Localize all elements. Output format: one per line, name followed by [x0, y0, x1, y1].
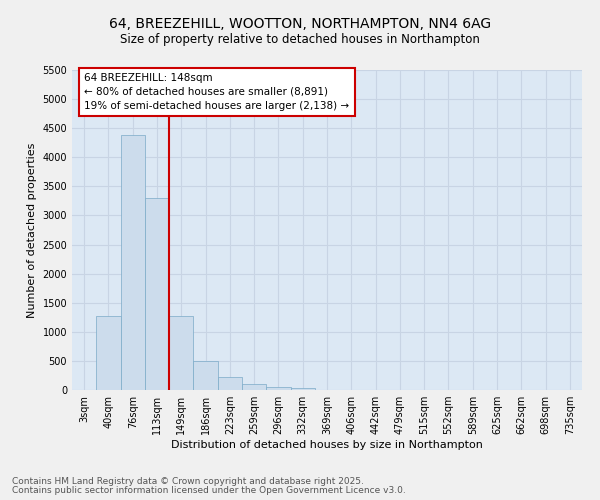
Bar — [96, 316, 121, 390]
Bar — [290, 388, 315, 390]
Text: 64, BREEZEHILL, WOOTTON, NORTHAMPTON, NN4 6AG: 64, BREEZEHILL, WOOTTON, NORTHAMPTON, NN… — [109, 18, 491, 32]
Bar — [266, 386, 290, 390]
Text: 64 BREEZEHILL: 148sqm
← 80% of detached houses are smaller (8,891)
19% of semi-d: 64 BREEZEHILL: 148sqm ← 80% of detached … — [85, 73, 350, 111]
Bar — [121, 135, 145, 390]
Bar — [169, 316, 193, 390]
Y-axis label: Number of detached properties: Number of detached properties — [27, 142, 37, 318]
X-axis label: Distribution of detached houses by size in Northampton: Distribution of detached houses by size … — [171, 440, 483, 450]
Bar — [242, 384, 266, 390]
Bar — [218, 376, 242, 390]
Bar — [145, 198, 169, 390]
Text: Size of property relative to detached houses in Northampton: Size of property relative to detached ho… — [120, 32, 480, 46]
Text: Contains public sector information licensed under the Open Government Licence v3: Contains public sector information licen… — [12, 486, 406, 495]
Bar — [193, 361, 218, 390]
Text: Contains HM Land Registry data © Crown copyright and database right 2025.: Contains HM Land Registry data © Crown c… — [12, 477, 364, 486]
